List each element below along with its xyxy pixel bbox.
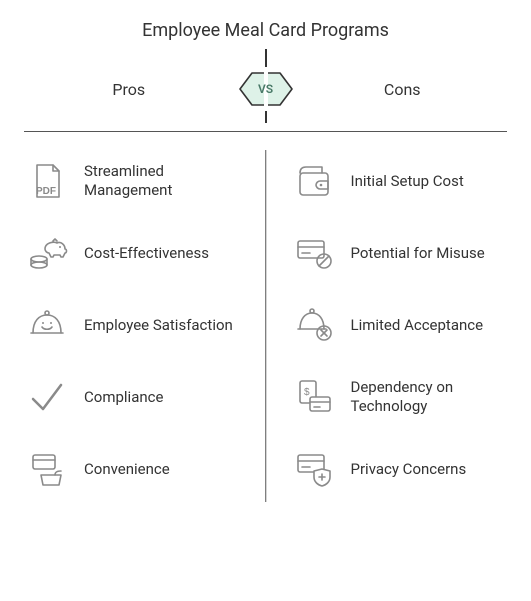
- list-item: Limited Acceptance: [291, 302, 508, 348]
- vertical-divider: [265, 150, 267, 502]
- list-item: Initial Setup Cost: [291, 158, 508, 204]
- pdf-document-icon: PDF: [24, 158, 70, 204]
- vs-badge: VS: [234, 67, 298, 111]
- list-item: Employee Satisfaction: [24, 302, 241, 348]
- list-item: Compliance: [24, 374, 241, 420]
- item-label: Employee Satisfaction: [84, 316, 233, 335]
- list-item: $ Dependency on Technology: [291, 374, 508, 420]
- header-cons: Cons: [298, 80, 508, 99]
- cons-column: Initial Setup Cost Potential for Misuse: [261, 150, 508, 492]
- infographic-container: Employee Meal Card Programs Pros VS Cons: [0, 0, 531, 512]
- card-shield-icon: [291, 446, 337, 492]
- item-label: Potential for Misuse: [351, 244, 485, 263]
- item-label: Convenience: [84, 460, 170, 479]
- header-row: Pros VS Cons: [24, 59, 507, 119]
- item-label: Initial Setup Cost: [351, 172, 464, 191]
- card-block-icon: [291, 230, 337, 276]
- vs-label: VS: [258, 82, 273, 96]
- wallet-icon: [291, 158, 337, 204]
- checkmark-icon: [24, 374, 70, 420]
- columns: PDF Streamlined Management Cost: [24, 150, 507, 492]
- item-label: Limited Acceptance: [351, 316, 484, 335]
- card-basket-icon: [24, 446, 70, 492]
- vs-stem-top: [265, 49, 267, 67]
- list-item: Cost-Effectiveness: [24, 230, 241, 276]
- device-money-card-icon: $: [291, 374, 337, 420]
- piggy-bank-coins-icon: [24, 230, 70, 276]
- item-label: Dependency on Technology: [351, 378, 508, 416]
- vs-stem-bottom: [265, 111, 267, 123]
- cloche-cross-icon: [291, 302, 337, 348]
- item-label: Privacy Concerns: [351, 460, 467, 479]
- page-title: Employee Meal Card Programs: [24, 20, 507, 41]
- item-label: Streamlined Management: [84, 162, 241, 200]
- list-item: Potential for Misuse: [291, 230, 508, 276]
- item-label: Cost-Effectiveness: [84, 244, 209, 263]
- header-pros: Pros: [24, 80, 234, 99]
- cloche-smile-icon: [24, 302, 70, 348]
- pros-column: PDF Streamlined Management Cost: [24, 150, 261, 492]
- horizontal-divider: [24, 131, 507, 132]
- item-label: Compliance: [84, 388, 163, 407]
- svg-text:$: $: [304, 387, 310, 398]
- list-item: Privacy Concerns: [291, 446, 508, 492]
- svg-text:PDF: PDF: [36, 186, 56, 197]
- list-item: PDF Streamlined Management: [24, 158, 241, 204]
- list-item: Convenience: [24, 446, 241, 492]
